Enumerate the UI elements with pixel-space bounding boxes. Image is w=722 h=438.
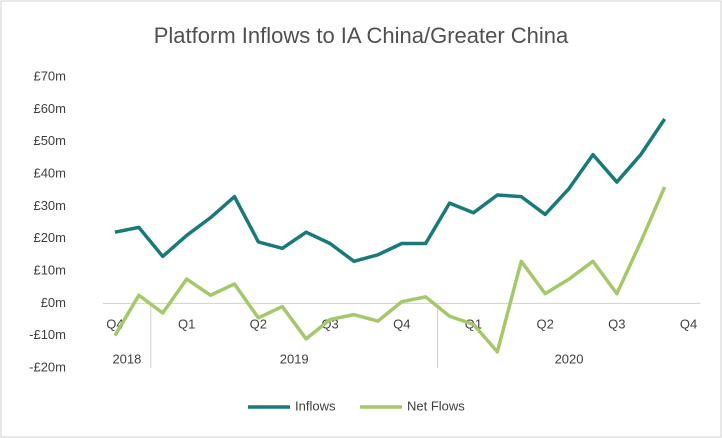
y-tick-label: £50m	[33, 133, 66, 148]
quarter-label: Q1	[178, 316, 195, 331]
year-label: 2019	[280, 351, 309, 366]
quarter-label: Q3	[608, 316, 625, 331]
y-tick-label: £40m	[33, 165, 66, 180]
y-tick-label: £10m	[33, 262, 66, 277]
quarter-label: Q4	[393, 316, 410, 331]
y-tick-label: £70m	[33, 68, 66, 83]
legend-label: Net Flows	[407, 398, 465, 413]
year-label: 2020	[555, 351, 584, 366]
quarter-label: Q2	[250, 316, 267, 331]
y-tick-label: £20m	[33, 230, 66, 245]
quarter-label: Q4	[680, 316, 697, 331]
series-line	[114, 118, 667, 264]
chart-title: Platform Inflows to IA China/Greater Chi…	[154, 23, 569, 48]
y-tick-label: £0m	[41, 295, 66, 310]
y-tick-label: -£10m	[29, 327, 66, 342]
y-tick-label: -£20m	[29, 359, 66, 374]
legend-label: Inflows	[295, 398, 336, 413]
series-line	[113, 186, 667, 354]
y-tick-label: £60m	[33, 101, 66, 116]
y-tick-label: £30m	[33, 198, 66, 213]
year-label: 2018	[112, 351, 141, 366]
quarter-label: Q2	[536, 316, 553, 331]
